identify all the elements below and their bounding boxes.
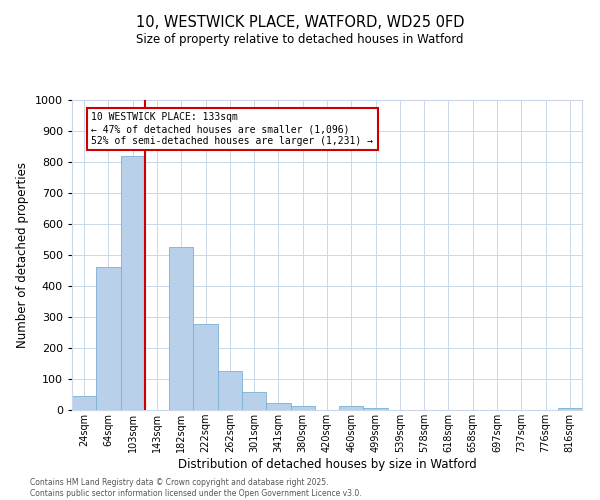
Bar	[339, 406, 364, 410]
X-axis label: Distribution of detached houses by size in Watford: Distribution of detached houses by size …	[178, 458, 476, 471]
Bar	[290, 406, 315, 410]
Text: 10 WESTWICK PLACE: 133sqm
← 47% of detached houses are smaller (1,096)
52% of se: 10 WESTWICK PLACE: 133sqm ← 47% of detac…	[91, 112, 373, 146]
Bar	[242, 392, 266, 410]
Bar	[96, 267, 121, 410]
Y-axis label: Number of detached properties: Number of detached properties	[16, 162, 29, 348]
Bar	[558, 408, 582, 410]
Bar	[169, 246, 193, 410]
Bar	[266, 403, 290, 410]
Text: Contains HM Land Registry data © Crown copyright and database right 2025.
Contai: Contains HM Land Registry data © Crown c…	[30, 478, 362, 498]
Text: 10, WESTWICK PLACE, WATFORD, WD25 0FD: 10, WESTWICK PLACE, WATFORD, WD25 0FD	[136, 15, 464, 30]
Bar	[364, 408, 388, 410]
Bar	[193, 324, 218, 410]
Bar	[121, 156, 145, 410]
Bar	[218, 370, 242, 410]
Text: Size of property relative to detached houses in Watford: Size of property relative to detached ho…	[136, 32, 464, 46]
Bar	[72, 396, 96, 410]
